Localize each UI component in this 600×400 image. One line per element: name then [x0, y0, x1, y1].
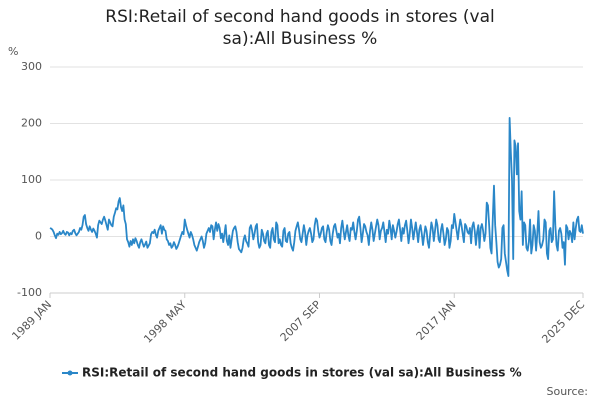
x-tick-label: 1998 MAY	[141, 298, 189, 346]
x-tick-label: 1989 JAN	[9, 298, 54, 343]
y-tick-label: 200	[21, 117, 42, 130]
legend-marker	[67, 370, 73, 376]
y-tick-label: 0	[35, 230, 42, 243]
x-tick-label: 2017 JAN	[414, 298, 459, 343]
y-tick-label: -100	[17, 286, 42, 299]
chart-title: RSI:Retail of second hand goods in store…	[105, 7, 495, 49]
legend-label: RSI:Retail of second hand goods in store…	[82, 366, 522, 380]
x-tick-label: 2007 SEP	[278, 298, 324, 344]
y-tick-label: 100	[21, 173, 42, 186]
source: Source:	[547, 385, 589, 398]
y-tick-label: 300	[21, 60, 42, 73]
series-line	[49, 116, 584, 277]
x-tick-label: 2025 DEC	[539, 298, 587, 346]
y-axis-label: %	[8, 45, 18, 58]
